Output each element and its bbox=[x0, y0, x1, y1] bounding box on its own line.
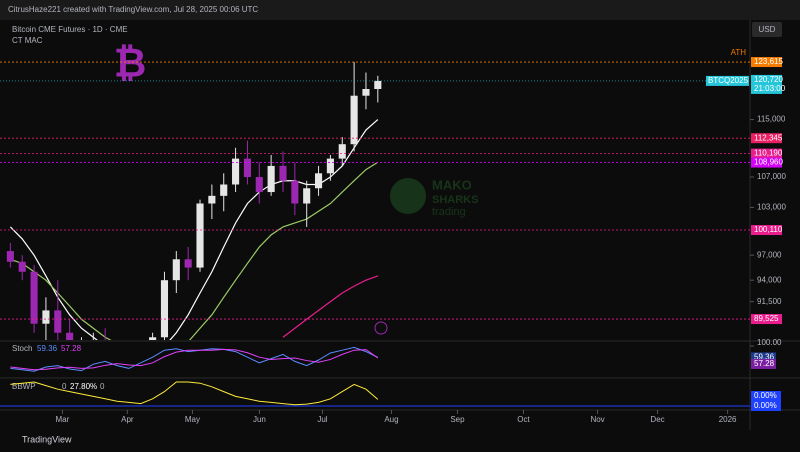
candle-body bbox=[267, 165, 275, 193]
main-pane bbox=[6, 62, 382, 340]
pane-tag bbox=[751, 352, 776, 363]
pane-tag bbox=[751, 358, 776, 369]
candle-body bbox=[374, 80, 382, 90]
y-tick-label: 107,000 bbox=[757, 172, 786, 181]
pane-value: 0 bbox=[100, 382, 105, 391]
level-label: 112,345 bbox=[754, 133, 783, 142]
watermark-text: trading bbox=[432, 206, 466, 218]
candle-body bbox=[208, 195, 216, 204]
y-tick-label: 103,000 bbox=[757, 202, 786, 211]
watermark-text: MAKO bbox=[432, 177, 472, 192]
candle-body bbox=[6, 251, 14, 262]
moving-average bbox=[282, 275, 379, 338]
candle-body bbox=[338, 144, 346, 159]
x-tick-label: Apr bbox=[121, 415, 134, 424]
x-tick-label: Aug bbox=[384, 415, 398, 424]
last-price-tag bbox=[751, 74, 782, 94]
y-tick-label: 94,000 bbox=[757, 275, 782, 284]
x-tick-label: Jul bbox=[317, 415, 327, 424]
candle-body bbox=[279, 165, 287, 181]
x-tick-label: Oct bbox=[517, 415, 530, 424]
level-tag bbox=[751, 57, 782, 68]
x-tick-label: Dec bbox=[650, 415, 664, 424]
level-label: 89,525 bbox=[754, 314, 779, 323]
chart-subtitle: CT MAC bbox=[12, 36, 43, 45]
y-tick-label: 97,000 bbox=[757, 250, 782, 259]
candle-body bbox=[18, 261, 26, 272]
candle-body bbox=[326, 158, 334, 174]
x-tick-label: Mar bbox=[56, 415, 70, 424]
candle-body bbox=[314, 173, 323, 189]
author-line: CitrusHaze221 created with TradingView.c… bbox=[8, 5, 258, 14]
top-bar bbox=[0, 0, 800, 20]
level-tag bbox=[751, 225, 782, 236]
level-tag bbox=[751, 157, 782, 168]
event-icon[interactable] bbox=[374, 321, 388, 335]
level-label: 110,190 bbox=[754, 149, 783, 158]
brand: TradingView bbox=[22, 434, 72, 444]
pane-tag-label: 59.36 bbox=[754, 352, 775, 361]
x-tick-label: 2026 bbox=[719, 415, 737, 424]
x-tick-label: Sep bbox=[450, 415, 465, 424]
x-tick-label: Jun bbox=[253, 415, 266, 424]
logo: ₿ bbox=[114, 42, 147, 86]
pane-tag-label: 57.28 bbox=[754, 359, 775, 368]
candle-body bbox=[42, 310, 50, 324]
level-label: 100,110 bbox=[754, 225, 783, 234]
candle-body bbox=[350, 95, 358, 145]
candle-body bbox=[66, 332, 74, 340]
candle-body bbox=[291, 180, 299, 204]
level-annotation: ATH bbox=[731, 48, 747, 57]
stoch-line bbox=[10, 346, 379, 372]
currency-button[interactable] bbox=[752, 22, 782, 37]
stoch-line bbox=[10, 348, 379, 371]
x-tick-label: May bbox=[185, 415, 200, 424]
pane-tag bbox=[751, 391, 781, 401]
pane-tag-label: 0.00% bbox=[754, 391, 777, 400]
candle-body bbox=[172, 259, 180, 281]
candle-body bbox=[149, 337, 157, 340]
level-tag bbox=[751, 148, 782, 159]
pane-value: 57.28 bbox=[61, 344, 82, 353]
level-tag bbox=[751, 133, 782, 144]
pane-title: Stoch bbox=[12, 344, 32, 353]
pane-tag-label: 0.00% bbox=[754, 401, 777, 410]
candle-body bbox=[362, 89, 370, 96]
pane-value: 0 bbox=[62, 382, 67, 391]
pane-value: 27.80% bbox=[70, 382, 97, 391]
moving-average bbox=[10, 161, 379, 340]
watermark-icon bbox=[390, 178, 426, 214]
y-tick-label: 100.00 bbox=[757, 338, 782, 347]
candle-body bbox=[196, 203, 204, 268]
candle-body bbox=[232, 158, 240, 185]
candle-body bbox=[220, 184, 228, 196]
watermark: MAKO SHARKS trading bbox=[390, 177, 478, 218]
countdown: 21:03:00 bbox=[754, 84, 786, 93]
candle-body bbox=[243, 158, 251, 178]
candle-body bbox=[303, 188, 311, 204]
x-tick-label: Nov bbox=[590, 415, 604, 424]
candle-body bbox=[160, 280, 169, 338]
last-price-label: 120,720 bbox=[754, 75, 783, 84]
symbol-tag bbox=[706, 75, 749, 86]
candle-body bbox=[30, 271, 38, 324]
candle-body bbox=[184, 259, 192, 268]
bbwp-line bbox=[10, 381, 379, 406]
candle-body bbox=[54, 310, 62, 333]
level-tag bbox=[751, 314, 782, 325]
pane-tag bbox=[751, 401, 781, 411]
level-label: 123,615 bbox=[754, 57, 783, 66]
pane-title: BBWP bbox=[12, 382, 36, 391]
symbol-label: BTCQ2025 bbox=[708, 76, 749, 85]
y-tick-label: 115,000 bbox=[757, 115, 786, 124]
watermark-text: SHARKS bbox=[432, 194, 478, 206]
candle-body bbox=[255, 177, 263, 193]
currency[interactable]: USD bbox=[759, 25, 776, 34]
level-label: 108,960 bbox=[754, 158, 783, 167]
y-tick-label: 91,500 bbox=[757, 297, 782, 306]
pane-value: 59.36 bbox=[37, 344, 58, 353]
chart-title: Bitcoin CME Futures · 1D · CME bbox=[12, 25, 128, 34]
